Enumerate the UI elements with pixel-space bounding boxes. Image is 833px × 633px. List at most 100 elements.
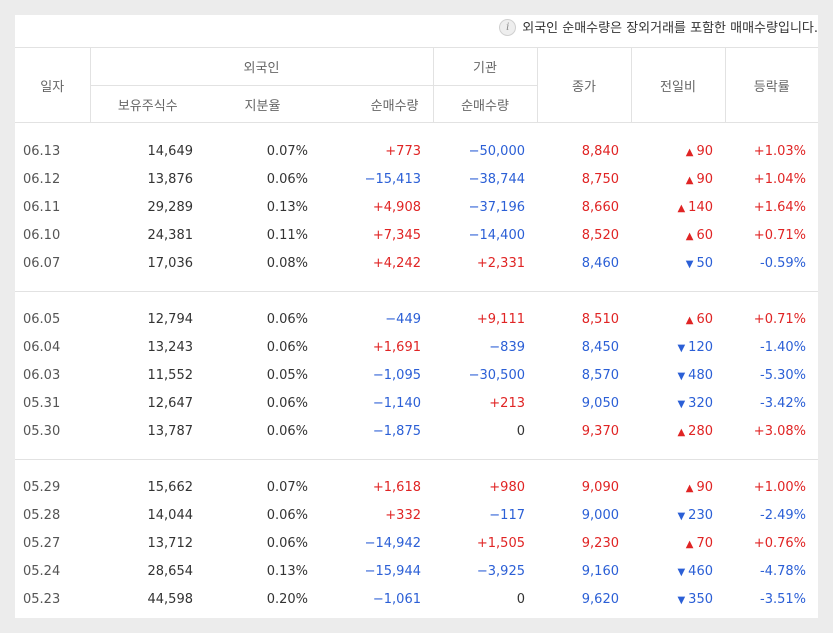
cell-share: 0.07% <box>266 143 308 159</box>
cell-share: 0.06% <box>266 171 308 187</box>
arrow-down-icon: 120 <box>677 340 713 355</box>
cell-date: 05.31 <box>23 395 61 411</box>
cell-holdings: 13,243 <box>147 339 194 355</box>
cell-foreign-net: +332 <box>385 507 421 523</box>
cell-inst-net: −14,400 <box>468 227 525 243</box>
cell-foreign-net: +7,345 <box>372 227 421 243</box>
cell-inst-net: −839 <box>489 339 525 355</box>
info-icon[interactable]: i <box>499 19 517 36</box>
cell-change: 70 <box>696 535 713 551</box>
cell-rate: -3.51% <box>760 591 806 607</box>
header-foreign-net: 순매수량 <box>320 85 433 123</box>
header-inst-net: 순매수량 <box>432 85 537 123</box>
table-row: 06.03 11,552 0.05% −1,095 −30,500 8,570 480 -5.… <box>15 361 818 389</box>
cell-share: 0.11% <box>266 227 308 243</box>
arrow-down-icon: 320 <box>677 396 713 411</box>
header-close: 종가 <box>536 47 631 123</box>
cell-inst-net: 0 <box>516 423 525 439</box>
cell-date: 05.23 <box>23 591 61 607</box>
cell-date: 06.10 <box>23 227 61 243</box>
cell-close: 9,090 <box>581 479 619 495</box>
notice-text: i 외국인 순매수량은 장외거래를 포함한 매매수량입니다. <box>499 15 818 47</box>
cell-holdings: 12,647 <box>147 395 194 411</box>
cell-date: 06.05 <box>23 311 61 327</box>
cell-inst-net: +1,505 <box>476 535 525 551</box>
cell-rate: +0.71% <box>753 227 806 243</box>
cell-date: 06.13 <box>23 143 61 159</box>
cell-change: 90 <box>696 171 713 187</box>
cell-share: 0.06% <box>266 507 308 523</box>
cell-close: 8,450 <box>581 339 619 355</box>
cell-holdings: 24,381 <box>147 227 194 243</box>
cell-inst-net: +2,331 <box>476 255 525 271</box>
cell-date: 06.12 <box>23 171 61 187</box>
cell-share: 0.07% <box>266 479 308 495</box>
cell-rate: +0.76% <box>753 535 806 551</box>
cell-foreign-net: −14,942 <box>364 535 421 551</box>
cell-close: 9,160 <box>581 563 619 579</box>
arrow-down-icon: 50 <box>686 256 713 271</box>
table-row: 05.23 44,598 0.20% −1,061 0 9,620 350 -3.51% <box>15 585 818 613</box>
cell-foreign-net: −1,095 <box>372 367 421 383</box>
cell-close: 8,520 <box>581 227 619 243</box>
cell-holdings: 13,876 <box>147 171 194 187</box>
cell-date: 06.11 <box>23 199 61 215</box>
cell-rate: +3.08% <box>753 423 806 439</box>
cell-share: 0.06% <box>266 535 308 551</box>
cell-share: 0.05% <box>266 367 308 383</box>
header-share: 지분율 <box>205 85 320 123</box>
table-body: 06.13 14,649 0.07% +773 −50,000 8,840 90 +1.03%… <box>15 123 818 614</box>
table-row: 06.07 17,036 0.08% +4,242 +2,331 8,460 50 -0.59… <box>15 249 818 277</box>
table-row: 06.10 24,381 0.11% +7,345 −14,400 8,520 60 +0.7… <box>15 221 818 249</box>
cell-close: 8,510 <box>581 311 619 327</box>
cell-holdings: 28,654 <box>147 563 194 579</box>
cell-close: 9,370 <box>581 423 619 439</box>
table-row: 05.30 13,787 0.06% −1,875 0 9,370 280 +3.08% <box>15 417 818 445</box>
cell-rate: -0.59% <box>760 255 806 271</box>
cell-close: 8,570 <box>581 367 619 383</box>
cell-date: 05.29 <box>23 479 61 495</box>
arrow-down-icon: 230 <box>677 508 713 523</box>
cell-rate: +1.64% <box>753 199 806 215</box>
cell-holdings: 15,662 <box>147 479 194 495</box>
cell-date: 06.04 <box>23 339 61 355</box>
table-row: 06.05 12,794 0.06% −449 +9,111 8,510 60 +0.71% <box>15 305 818 333</box>
cell-foreign-net: −1,140 <box>372 395 421 411</box>
cell-share: 0.20% <box>266 591 308 607</box>
cell-close: 8,660 <box>581 199 619 215</box>
cell-foreign-net: +4,242 <box>372 255 421 271</box>
cell-date: 05.27 <box>23 535 61 551</box>
table-row: 06.13 14,649 0.07% +773 −50,000 8,840 90 +1.03% <box>15 137 818 165</box>
cell-close: 9,620 <box>581 591 619 607</box>
arrow-up-icon: 60 <box>686 228 713 243</box>
notice-label: 외국인 순매수량은 장외거래를 포함한 매매수량입니다. <box>522 21 818 36</box>
cell-inst-net: −38,744 <box>468 171 525 187</box>
cell-inst-net: +980 <box>489 479 525 495</box>
header-change: 전일비 <box>630 47 725 123</box>
header-institution: 기관 <box>432 47 537 86</box>
cell-holdings: 11,552 <box>147 367 194 383</box>
arrow-up-icon: 90 <box>686 172 713 187</box>
header-rate: 등락률 <box>724 47 818 123</box>
cell-holdings: 29,289 <box>147 199 194 215</box>
cell-date: 06.03 <box>23 367 61 383</box>
table-row: 05.24 28,654 0.13% −15,944 −3,925 9,160 460 -4.… <box>15 557 818 585</box>
table-row: 05.31 12,647 0.06% −1,140 +213 9,050 320 -3.42% <box>15 389 818 417</box>
cell-change: 460 <box>688 563 713 579</box>
cell-inst-net: −30,500 <box>468 367 525 383</box>
group-divider <box>15 277 818 305</box>
cell-change: 60 <box>696 311 713 327</box>
header-holdings: 보유주식수 <box>89 85 205 123</box>
cell-foreign-net: +1,691 <box>372 339 421 355</box>
cell-date: 05.30 <box>23 423 61 439</box>
cell-foreign-net: −15,413 <box>364 171 421 187</box>
cell-change: 480 <box>688 367 713 383</box>
cell-change: 320 <box>688 395 713 411</box>
arrow-down-icon: 480 <box>677 368 713 383</box>
cell-holdings: 17,036 <box>147 255 194 271</box>
cell-inst-net: −50,000 <box>468 143 525 159</box>
cell-foreign-net: −1,061 <box>372 591 421 607</box>
cell-rate: -2.49% <box>760 507 806 523</box>
cell-share: 0.06% <box>266 395 308 411</box>
cell-close: 8,840 <box>581 143 619 159</box>
